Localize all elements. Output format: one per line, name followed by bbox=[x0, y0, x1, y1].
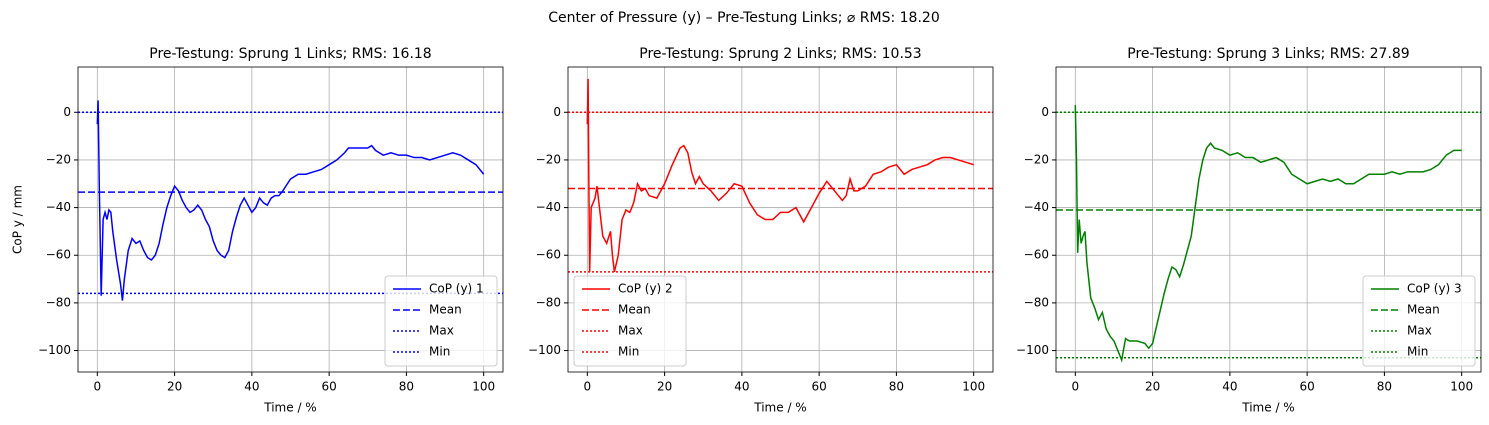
x-tick-label: 0 bbox=[1071, 380, 1079, 394]
y-tick-label: −60 bbox=[1024, 248, 1049, 262]
x-tick-label: 60 bbox=[321, 380, 336, 394]
x-tick-label: 40 bbox=[1222, 380, 1237, 394]
x-tick-label: 60 bbox=[811, 380, 826, 394]
legend-label: CoP (y) 2 bbox=[618, 282, 673, 296]
x-tick-label: 20 bbox=[167, 380, 182, 394]
plot-area bbox=[568, 78, 993, 273]
x-axis-label: Time / % bbox=[263, 401, 316, 415]
plot-area bbox=[78, 100, 503, 301]
y-tick-label: −80 bbox=[1024, 295, 1049, 309]
y-tick-label: −40 bbox=[1024, 200, 1049, 214]
x-tick-label: 80 bbox=[1377, 380, 1392, 394]
legend-label: Max bbox=[1407, 324, 1432, 338]
legend-box bbox=[573, 275, 687, 367]
y-axis-label: CoP y / mm bbox=[11, 185, 25, 254]
legend-label: CoP (y) 1 bbox=[429, 282, 484, 296]
axes-frame bbox=[1055, 66, 1482, 373]
x-tick-label: 20 bbox=[657, 380, 672, 394]
y-tick-label: −100 bbox=[1016, 343, 1049, 357]
y-tick-label: −100 bbox=[38, 343, 71, 357]
x-tick-label: 0 bbox=[583, 380, 591, 394]
x-tick-label: 80 bbox=[889, 380, 904, 394]
legend-box bbox=[1362, 275, 1476, 367]
legend-label: Max bbox=[429, 324, 454, 338]
subplot-title: Pre-Testung: Sprung 2 Links; RMS: 10.53 bbox=[639, 46, 921, 62]
y-tick-label: −60 bbox=[46, 248, 71, 262]
legend-label: Min bbox=[1407, 345, 1428, 359]
x-tick-label: 20 bbox=[1145, 380, 1160, 394]
data-line bbox=[586, 78, 974, 273]
legend-label: Mean bbox=[1407, 303, 1440, 317]
x-tick-label: 100 bbox=[962, 380, 985, 394]
legend-label: CoP (y) 3 bbox=[1407, 282, 1462, 296]
axes-frame bbox=[567, 66, 994, 373]
legend-label: Max bbox=[618, 324, 643, 338]
x-tick-label: 40 bbox=[244, 380, 259, 394]
y-tick-label: −80 bbox=[46, 295, 71, 309]
y-tick-label: −100 bbox=[528, 343, 561, 357]
y-tick-label: −40 bbox=[46, 200, 71, 214]
x-tick-label: 40 bbox=[734, 380, 749, 394]
x-axis-label: Time / % bbox=[1241, 401, 1294, 415]
x-tick-label: 0 bbox=[93, 380, 101, 394]
data-line bbox=[96, 100, 485, 301]
axes-frame bbox=[77, 66, 504, 373]
y-tick-label: −20 bbox=[46, 152, 71, 166]
subplot-title: Pre-Testung: Sprung 1 Links; RMS: 16.18 bbox=[149, 46, 431, 62]
legend-label: Min bbox=[429, 345, 450, 359]
x-tick-label: 60 bbox=[1299, 380, 1314, 394]
legend-label: Mean bbox=[618, 303, 651, 317]
subplot-title: Pre-Testung: Sprung 3 Links; RMS: 27.89 bbox=[1127, 46, 1409, 62]
data-line bbox=[1074, 105, 1462, 363]
legend-label: Min bbox=[618, 345, 639, 359]
plot-area bbox=[1056, 105, 1481, 363]
y-tick-label: 0 bbox=[553, 105, 561, 119]
y-tick-label: −60 bbox=[536, 248, 561, 262]
x-axis-label: Time / % bbox=[753, 401, 806, 415]
y-tick-label: 0 bbox=[1041, 105, 1049, 119]
y-tick-label: −20 bbox=[536, 152, 561, 166]
x-tick-label: 100 bbox=[1450, 380, 1473, 394]
x-tick-label: 80 bbox=[399, 380, 414, 394]
y-tick-label: 0 bbox=[63, 105, 71, 119]
legend-box bbox=[384, 275, 498, 367]
legend-label: Mean bbox=[429, 303, 462, 317]
y-tick-label: −40 bbox=[536, 200, 561, 214]
y-tick-label: −20 bbox=[1024, 152, 1049, 166]
x-tick-label: 100 bbox=[472, 380, 495, 394]
y-tick-label: −80 bbox=[536, 295, 561, 309]
figure-title: Center of Pressure (y) – Pre-Testung Lin… bbox=[548, 10, 939, 26]
